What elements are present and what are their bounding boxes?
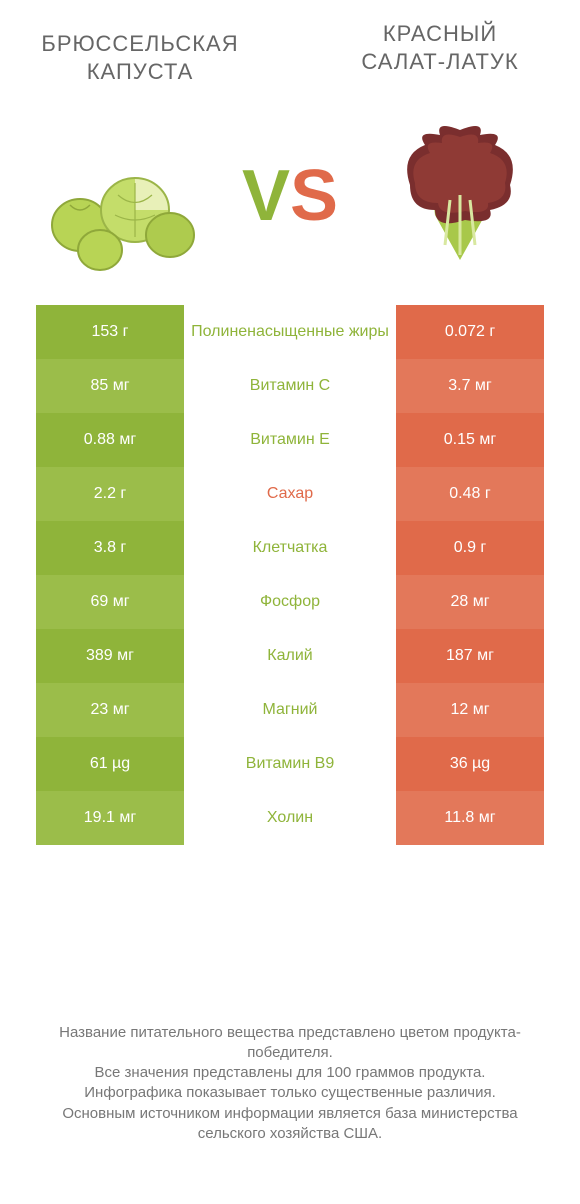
nutrient-name: Витамин E <box>184 413 396 467</box>
header: БРЮССЕЛЬСКАЯ КАПУСТА КРАСНЫЙ САЛАТ-ЛАТУК <box>0 0 580 95</box>
nutrient-name: Витамин B9 <box>184 737 396 791</box>
left-value: 2.2 г <box>36 467 184 521</box>
footer-notes: Название питательного вещества представл… <box>30 1023 550 1145</box>
images-row: VS <box>0 95 580 305</box>
left-product-title: БРЮССЕЛЬСКАЯ КАПУСТА <box>40 30 240 85</box>
nutrient-name: Витамин C <box>184 359 396 413</box>
brussels-sprouts-image <box>40 115 200 275</box>
right-value: 36 µg <box>396 737 544 791</box>
vs-v: V <box>242 156 290 236</box>
left-value: 23 мг <box>36 683 184 737</box>
vs-label: VS <box>242 155 338 237</box>
table-row: 0.88 мгВитамин E0.15 мг <box>36 413 544 467</box>
table-row: 3.8 гКлетчатка0.9 г <box>36 521 544 575</box>
right-value: 3.7 мг <box>396 359 544 413</box>
table-row: 61 µgВитамин B936 µg <box>36 737 544 791</box>
right-value: 0.9 г <box>396 521 544 575</box>
table-row: 23 мгМагний12 мг <box>36 683 544 737</box>
right-value: 0.15 мг <box>396 413 544 467</box>
footer-line-2: Все значения представлены для 100 граммо… <box>30 1063 550 1083</box>
right-value: 11.8 мг <box>396 791 544 845</box>
left-value: 19.1 мг <box>36 791 184 845</box>
left-value: 69 мг <box>36 575 184 629</box>
right-product-title: КРАСНЫЙ САЛАТ-ЛАТУК <box>340 20 540 75</box>
right-value: 187 мг <box>396 629 544 683</box>
table-row: 69 мгФосфор28 мг <box>36 575 544 629</box>
nutrient-name: Клетчатка <box>184 521 396 575</box>
right-value: 0.072 г <box>396 305 544 359</box>
table-row: 2.2 гСахар0.48 г <box>36 467 544 521</box>
left-value: 0.88 мг <box>36 413 184 467</box>
vs-s: S <box>290 156 338 236</box>
left-value: 3.8 г <box>36 521 184 575</box>
table-row: 153 гПолиненасыщенные жиры0.072 г <box>36 305 544 359</box>
footer-line-1: Название питательного вещества представл… <box>30 1023 550 1064</box>
right-value: 0.48 г <box>396 467 544 521</box>
right-value: 28 мг <box>396 575 544 629</box>
nutrient-name: Магний <box>184 683 396 737</box>
right-value: 12 мг <box>396 683 544 737</box>
nutrient-name: Калий <box>184 629 396 683</box>
footer-line-3: Инфографика показывает только существенн… <box>30 1083 550 1103</box>
nutrition-table: 153 гПолиненасыщенные жиры0.072 г85 мгВи… <box>36 305 544 845</box>
table-row: 85 мгВитамин C3.7 мг <box>36 359 544 413</box>
footer-line-4: Основным источником информации является … <box>30 1104 550 1145</box>
table-row: 19.1 мгХолин11.8 мг <box>36 791 544 845</box>
nutrient-name: Полиненасыщенные жиры <box>184 305 396 359</box>
left-value: 153 г <box>36 305 184 359</box>
left-value: 85 мг <box>36 359 184 413</box>
left-value: 61 µg <box>36 737 184 791</box>
table-row: 389 мгКалий187 мг <box>36 629 544 683</box>
nutrient-name: Сахар <box>184 467 396 521</box>
red-lettuce-image <box>380 115 540 275</box>
nutrient-name: Холин <box>184 791 396 845</box>
nutrient-name: Фосфор <box>184 575 396 629</box>
left-value: 389 мг <box>36 629 184 683</box>
